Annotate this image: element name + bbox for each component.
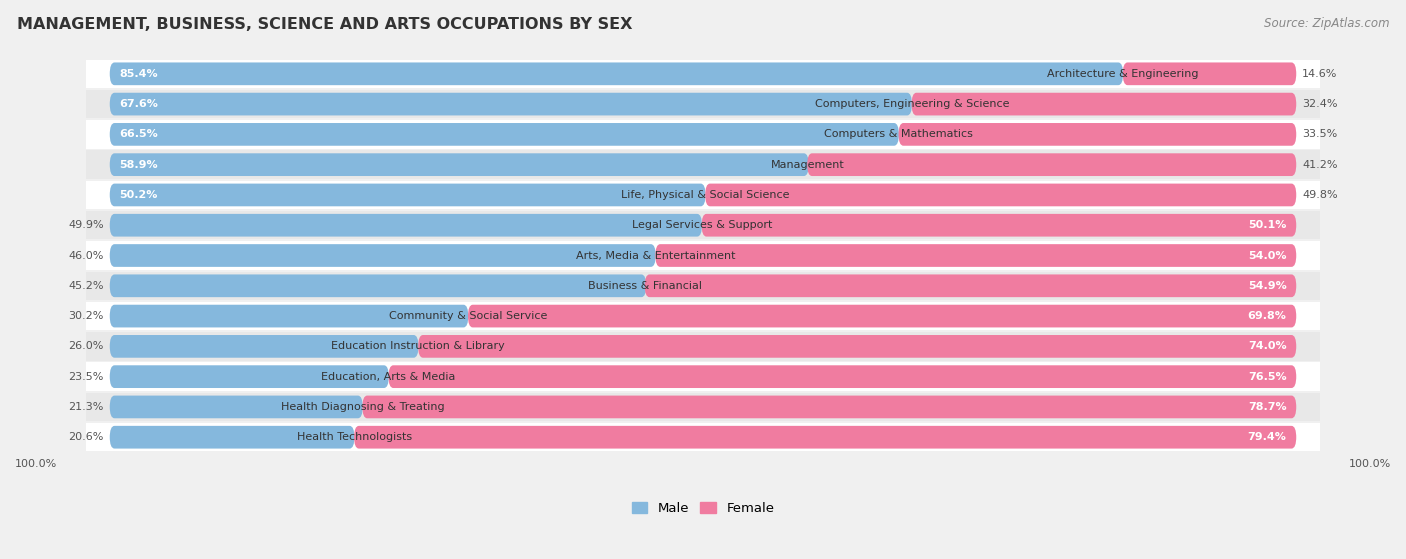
Text: Life, Physical & Social Science: Life, Physical & Social Science xyxy=(621,190,790,200)
Legend: Male, Female: Male, Female xyxy=(626,497,780,520)
FancyBboxPatch shape xyxy=(645,274,1296,297)
Bar xyxy=(86,120,1320,149)
Text: Management: Management xyxy=(770,160,845,170)
Bar xyxy=(86,332,1320,361)
Text: 23.5%: 23.5% xyxy=(69,372,104,382)
Text: 49.8%: 49.8% xyxy=(1302,190,1337,200)
FancyBboxPatch shape xyxy=(418,335,1296,358)
Bar xyxy=(86,302,1320,330)
FancyBboxPatch shape xyxy=(1123,63,1296,85)
Text: 85.4%: 85.4% xyxy=(120,69,157,79)
FancyBboxPatch shape xyxy=(110,93,912,116)
FancyBboxPatch shape xyxy=(110,63,1123,85)
FancyBboxPatch shape xyxy=(110,426,354,448)
FancyBboxPatch shape xyxy=(110,123,898,146)
Bar xyxy=(86,60,1320,88)
FancyBboxPatch shape xyxy=(911,93,1296,116)
Bar xyxy=(86,362,1320,391)
Text: 58.9%: 58.9% xyxy=(120,160,157,170)
Text: 46.0%: 46.0% xyxy=(69,250,104,260)
Text: 21.3%: 21.3% xyxy=(69,402,104,412)
Bar xyxy=(86,181,1320,209)
Text: 41.2%: 41.2% xyxy=(1302,160,1337,170)
Text: 76.5%: 76.5% xyxy=(1249,372,1286,382)
Text: 79.4%: 79.4% xyxy=(1247,432,1286,442)
Bar xyxy=(86,211,1320,239)
FancyBboxPatch shape xyxy=(898,123,1296,146)
Text: 30.2%: 30.2% xyxy=(69,311,104,321)
FancyBboxPatch shape xyxy=(110,396,363,418)
Text: 100.0%: 100.0% xyxy=(1348,459,1391,470)
Text: Computers, Engineering & Science: Computers, Engineering & Science xyxy=(814,99,1010,109)
Text: Health Diagnosing & Treating: Health Diagnosing & Treating xyxy=(281,402,444,412)
FancyBboxPatch shape xyxy=(110,183,706,206)
FancyBboxPatch shape xyxy=(110,365,389,388)
Text: Education Instruction & Library: Education Instruction & Library xyxy=(332,342,505,352)
FancyBboxPatch shape xyxy=(706,183,1296,206)
Text: 54.0%: 54.0% xyxy=(1249,250,1286,260)
Text: 33.5%: 33.5% xyxy=(1302,129,1337,139)
Text: Architecture & Engineering: Architecture & Engineering xyxy=(1047,69,1199,79)
Text: Legal Services & Support: Legal Services & Support xyxy=(631,220,772,230)
Bar xyxy=(86,150,1320,179)
FancyBboxPatch shape xyxy=(354,426,1296,448)
Text: 20.6%: 20.6% xyxy=(69,432,104,442)
Text: Health Technologists: Health Technologists xyxy=(297,432,412,442)
Bar xyxy=(86,272,1320,300)
FancyBboxPatch shape xyxy=(110,274,647,297)
FancyBboxPatch shape xyxy=(110,214,702,236)
Text: 14.6%: 14.6% xyxy=(1302,69,1337,79)
Text: Business & Financial: Business & Financial xyxy=(589,281,703,291)
FancyBboxPatch shape xyxy=(807,153,1296,176)
Bar xyxy=(86,423,1320,452)
FancyBboxPatch shape xyxy=(110,153,808,176)
FancyBboxPatch shape xyxy=(702,214,1296,236)
Text: 45.2%: 45.2% xyxy=(69,281,104,291)
Bar xyxy=(86,90,1320,119)
Text: Education, Arts & Media: Education, Arts & Media xyxy=(322,372,456,382)
FancyBboxPatch shape xyxy=(110,244,655,267)
Text: 32.4%: 32.4% xyxy=(1302,99,1337,109)
Text: Arts, Media & Entertainment: Arts, Media & Entertainment xyxy=(576,250,735,260)
Text: 49.9%: 49.9% xyxy=(69,220,104,230)
FancyBboxPatch shape xyxy=(110,305,468,328)
Text: Computers & Mathematics: Computers & Mathematics xyxy=(824,129,973,139)
FancyBboxPatch shape xyxy=(363,396,1296,418)
Text: Community & Social Service: Community & Social Service xyxy=(389,311,547,321)
Text: 74.0%: 74.0% xyxy=(1249,342,1286,352)
Bar xyxy=(86,241,1320,270)
Text: 78.7%: 78.7% xyxy=(1249,402,1286,412)
FancyBboxPatch shape xyxy=(655,244,1296,267)
Text: 50.1%: 50.1% xyxy=(1249,220,1286,230)
FancyBboxPatch shape xyxy=(468,305,1296,328)
Text: 69.8%: 69.8% xyxy=(1247,311,1286,321)
FancyBboxPatch shape xyxy=(110,335,419,358)
Text: Source: ZipAtlas.com: Source: ZipAtlas.com xyxy=(1264,17,1389,30)
Text: 26.0%: 26.0% xyxy=(69,342,104,352)
Text: 54.9%: 54.9% xyxy=(1249,281,1286,291)
Text: 67.6%: 67.6% xyxy=(120,99,159,109)
Text: 100.0%: 100.0% xyxy=(15,459,58,470)
Text: 66.5%: 66.5% xyxy=(120,129,157,139)
Bar xyxy=(86,393,1320,421)
Text: MANAGEMENT, BUSINESS, SCIENCE AND ARTS OCCUPATIONS BY SEX: MANAGEMENT, BUSINESS, SCIENCE AND ARTS O… xyxy=(17,17,633,32)
FancyBboxPatch shape xyxy=(388,365,1296,388)
Text: 50.2%: 50.2% xyxy=(120,190,157,200)
